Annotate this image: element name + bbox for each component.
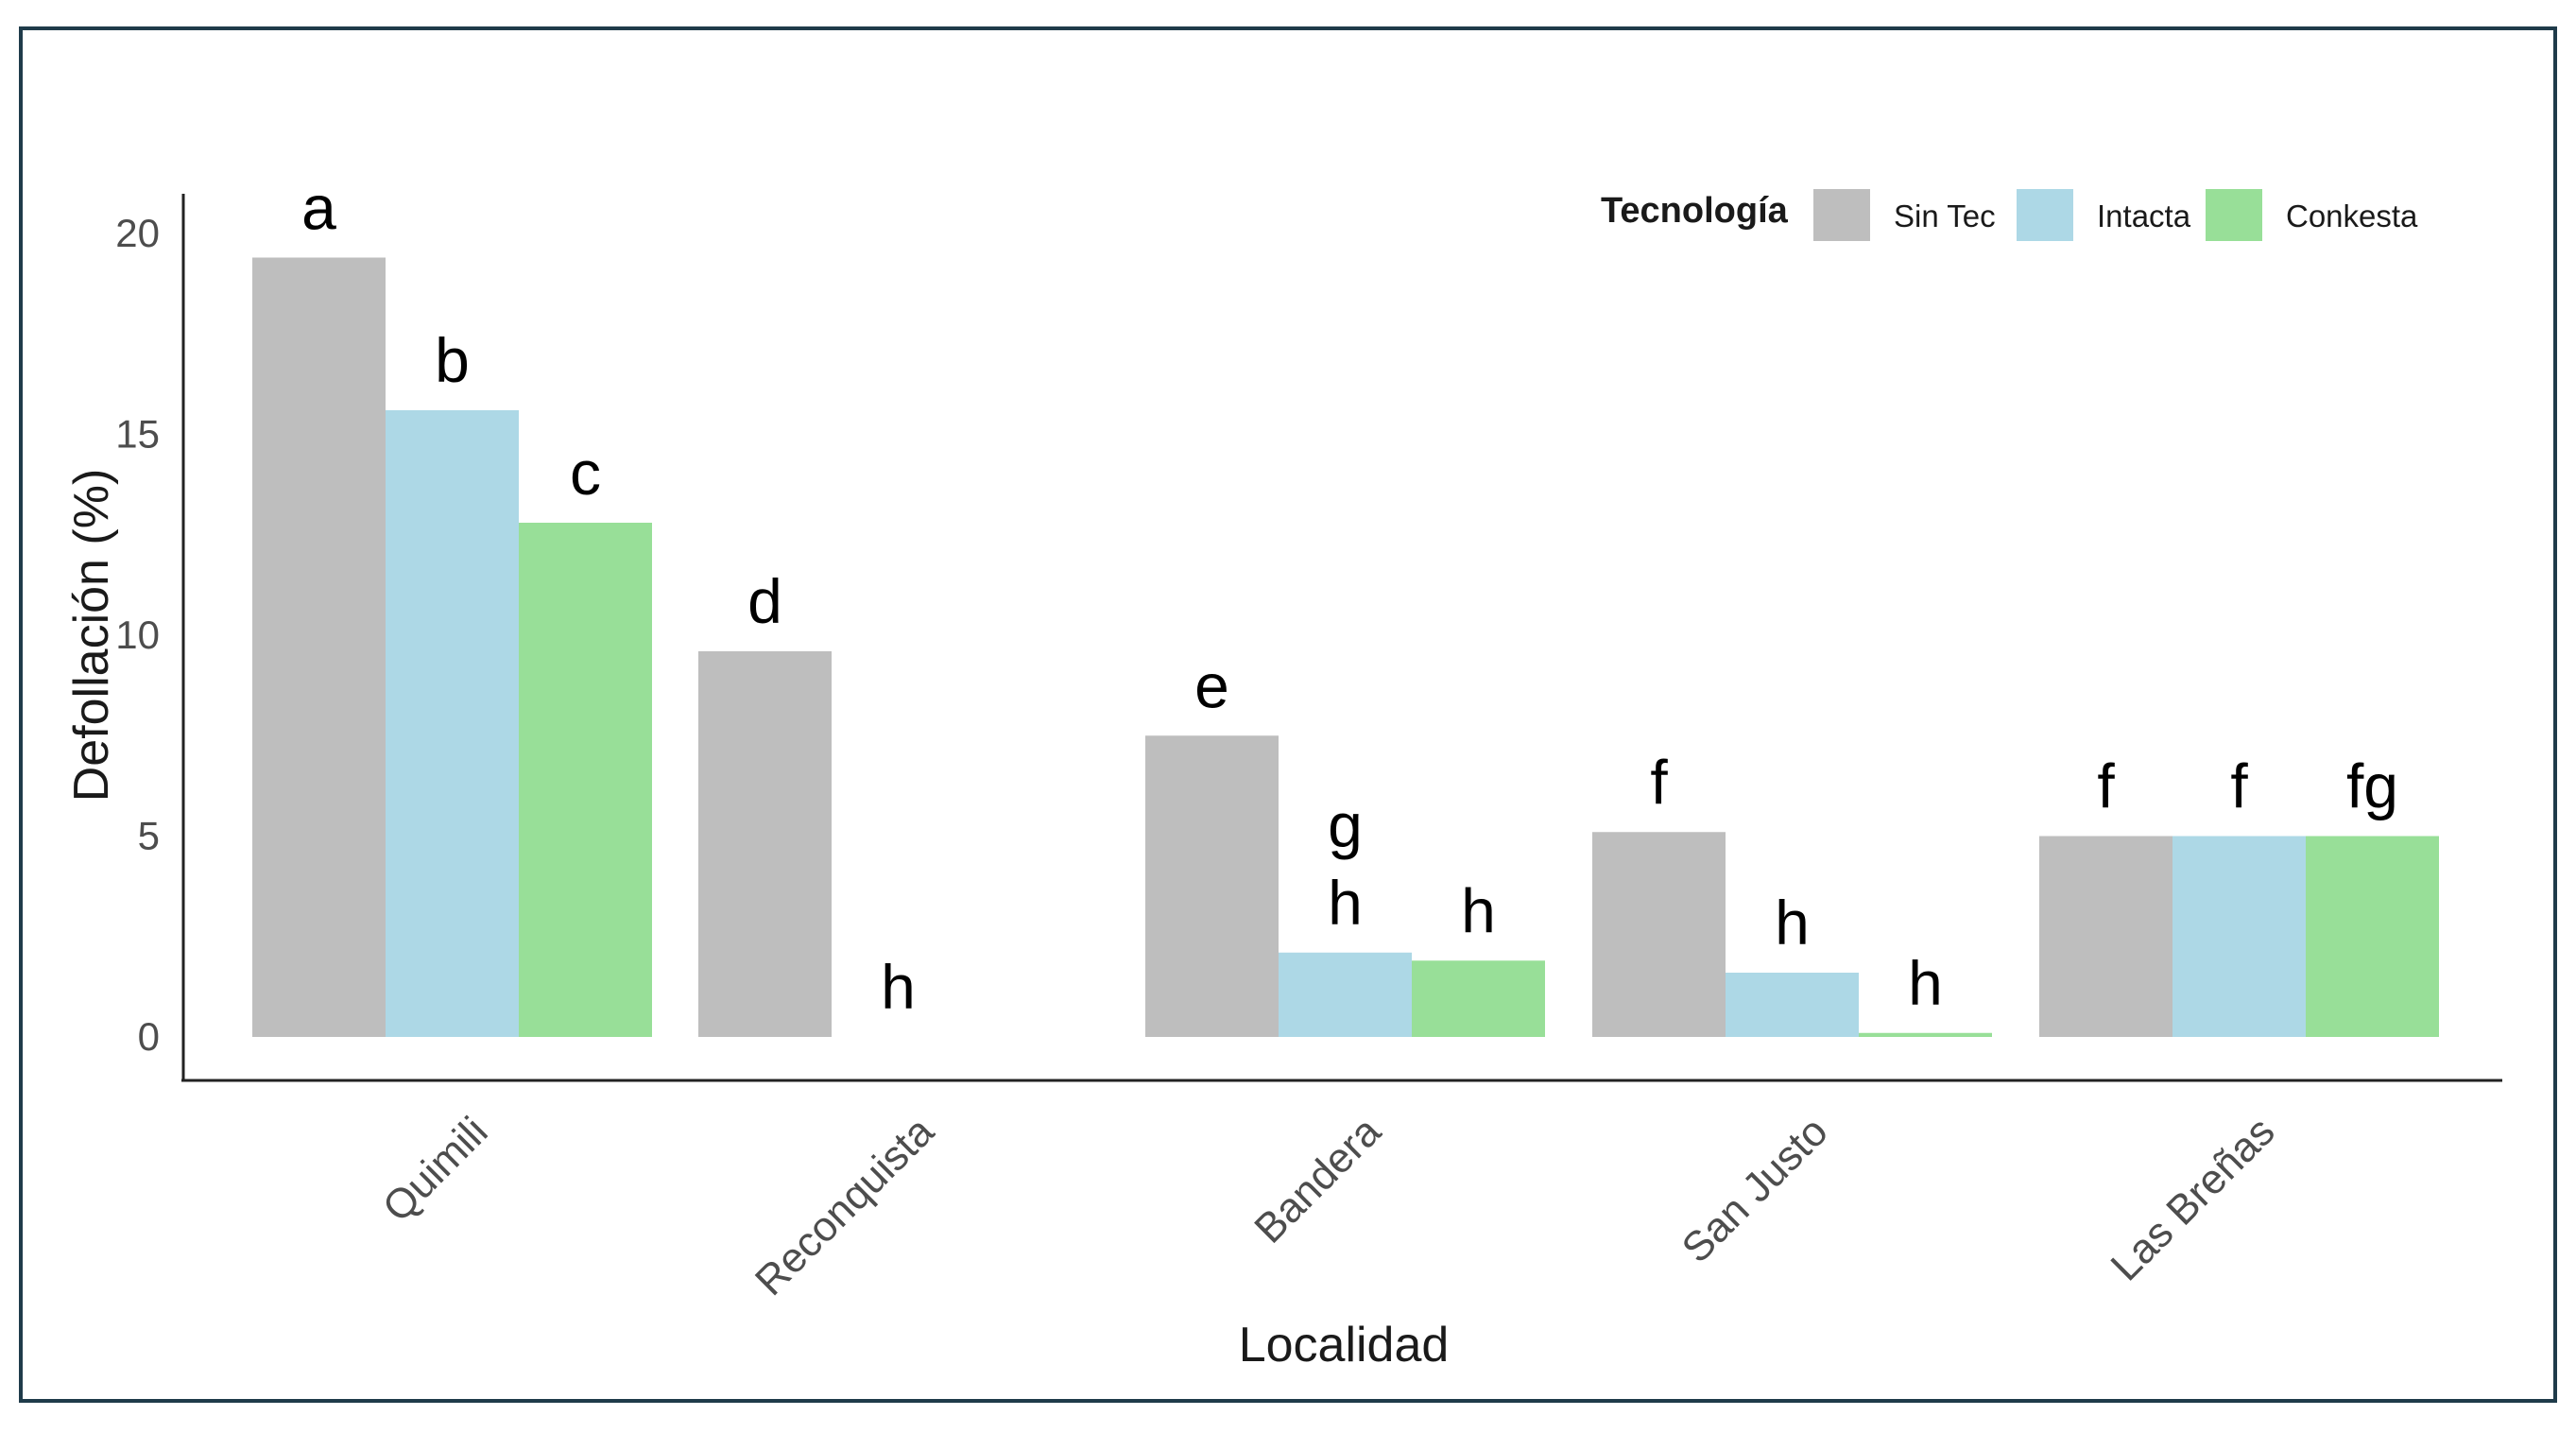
significance-letter-quimili-sin-tec: a <box>301 173 336 243</box>
bar-chart: 0 5 10 15 20 Quimili Reconquista Bandera San Ju… <box>64 173 2502 1373</box>
y-tick-label: 5 <box>138 814 160 858</box>
bar-bandera-conkesta <box>1412 960 1545 1037</box>
significance-letter-reconquista-sin-tec: d <box>747 566 782 636</box>
significance-letter-reconquista-intacta: h <box>881 952 916 1022</box>
legend-label-intacta: Intacta <box>2097 199 2191 233</box>
significance-letter-san-justo-conkesta: h <box>1908 948 1943 1018</box>
significance-letter-san-justo-sin-tec: f <box>1650 747 1668 817</box>
figure-frame: 0 5 10 15 20 Quimili Reconquista Bandera San Ju… <box>19 26 2557 1403</box>
bars-layer <box>252 257 2439 1037</box>
significance-letter-las-brenas-sin-tec: f <box>2097 751 2115 821</box>
bar-quimili-intacta <box>386 410 519 1037</box>
significance-letter-las-brenas-conkesta: fg <box>2346 751 2398 821</box>
legend-swatch-sin-tec <box>1813 189 1870 241</box>
y-axis-title: Defollación (%) <box>64 469 119 803</box>
significance-letter-bandera-intacta: h <box>1328 868 1363 938</box>
bar-bandera-sin-tec <box>1145 735 1279 1037</box>
significance-letter-quimili-intacta: b <box>435 325 470 395</box>
x-tick-label-reconquista: Reconquista <box>747 1108 943 1304</box>
legend-swatch-conkesta <box>2206 189 2262 241</box>
legend-swatch-intacta <box>2017 189 2073 241</box>
legend: Tecnología Sin Tec Intacta Conkesta <box>1601 189 2418 241</box>
legend-label-conkesta: Conkesta <box>2286 199 2418 233</box>
x-tick-label-las-brenas: Las Breñas <box>2103 1108 2284 1289</box>
bar-san-justo-intacta <box>1726 973 1859 1037</box>
y-tick-label: 0 <box>138 1014 160 1059</box>
legend-title: Tecnología <box>1601 191 1789 231</box>
x-tick-labels: Quimili Reconquista Bandera San Justo Las Br… <box>374 1108 2284 1304</box>
y-ticks: 0 5 10 15 20 <box>115 211 160 1059</box>
significance-letter-bandera-sin-tec: e <box>1194 650 1229 720</box>
significance-letter-las-brenas-intacta: f <box>2230 751 2248 821</box>
x-tick-label-san-justo: San Justo <box>1674 1108 1837 1271</box>
legend-label-sin-tec: Sin Tec <box>1894 199 1996 233</box>
bar-las-brenas-sin-tec <box>2039 836 2172 1037</box>
bar-reconquista-sin-tec <box>698 651 832 1037</box>
y-tick-label: 20 <box>115 211 160 255</box>
significance-letter-bandera-intacta: g <box>1328 790 1363 860</box>
bar-bandera-intacta <box>1279 952 1412 1037</box>
significance-letter-san-justo-intacta: h <box>1775 888 1810 958</box>
y-tick-label: 15 <box>115 412 160 457</box>
x-tick-label-quimili: Quimili <box>374 1108 497 1231</box>
x-tick-label-bandera: Bandera <box>1245 1108 1390 1252</box>
bar-las-brenas-conkesta <box>2306 836 2439 1037</box>
bar-quimili-conkesta <box>519 523 652 1037</box>
bar-quimili-sin-tec <box>252 257 386 1037</box>
significance-letter-bandera-conkesta: h <box>1461 875 1496 945</box>
bar-las-brenas-intacta <box>2172 836 2306 1037</box>
bar-san-justo-sin-tec <box>1592 832 1726 1037</box>
bar-san-justo-conkesta <box>1859 1032 1992 1037</box>
legend-items: Sin Tec Intacta Conkesta <box>1813 189 2418 241</box>
significance-letter-quimili-conkesta: c <box>570 438 601 508</box>
y-tick-label: 10 <box>115 613 160 657</box>
x-axis-title: Localidad <box>1239 1318 1450 1373</box>
